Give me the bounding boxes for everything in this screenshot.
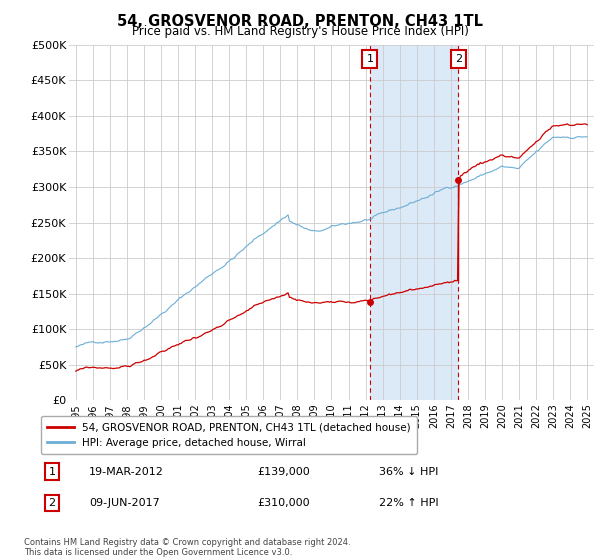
Text: 2: 2 bbox=[48, 498, 55, 508]
Text: Price paid vs. HM Land Registry's House Price Index (HPI): Price paid vs. HM Land Registry's House … bbox=[131, 25, 469, 38]
Text: Contains HM Land Registry data © Crown copyright and database right 2024.
This d: Contains HM Land Registry data © Crown c… bbox=[24, 538, 350, 557]
Text: £139,000: £139,000 bbox=[258, 466, 311, 477]
Bar bbox=[370, 45, 458, 400]
Legend: 54, GROSVENOR ROAD, PRENTON, CH43 1TL (detached house), HPI: Average price, deta: 54, GROSVENOR ROAD, PRENTON, CH43 1TL (d… bbox=[41, 416, 417, 455]
Text: 36% ↓ HPI: 36% ↓ HPI bbox=[379, 466, 439, 477]
Text: 09-JUN-2017: 09-JUN-2017 bbox=[89, 498, 160, 508]
Text: 1: 1 bbox=[367, 54, 373, 64]
Text: 1: 1 bbox=[49, 466, 55, 477]
Text: 22% ↑ HPI: 22% ↑ HPI bbox=[379, 498, 439, 508]
Text: 54, GROSVENOR ROAD, PRENTON, CH43 1TL: 54, GROSVENOR ROAD, PRENTON, CH43 1TL bbox=[117, 14, 483, 29]
Text: £310,000: £310,000 bbox=[258, 498, 310, 508]
Text: 2: 2 bbox=[455, 54, 462, 64]
Text: 19-MAR-2012: 19-MAR-2012 bbox=[89, 466, 164, 477]
